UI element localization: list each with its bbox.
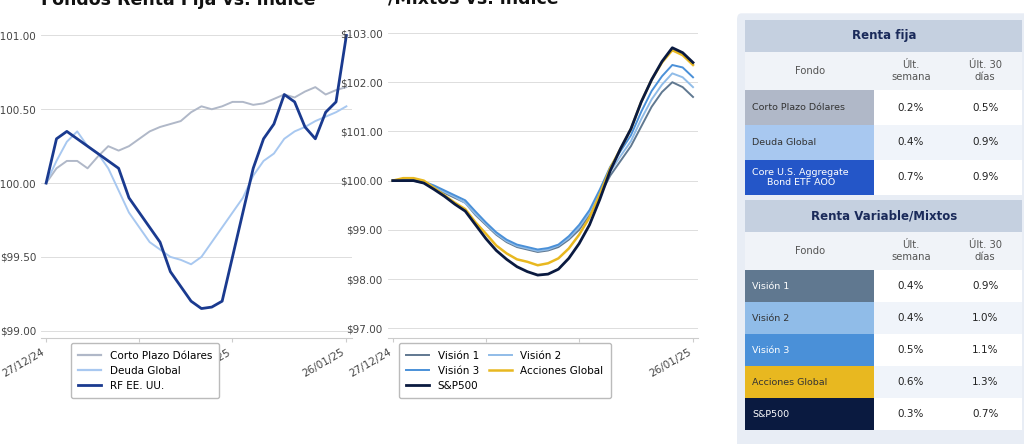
Legend: Visión 1, Visión 3, S&P500, Visión 2, Acciones Global: Visión 1, Visión 3, S&P500, Visión 2, Ac… xyxy=(399,343,611,398)
Bar xyxy=(745,302,874,334)
Bar xyxy=(948,366,1022,398)
Bar xyxy=(745,200,1022,232)
Text: 0.4%: 0.4% xyxy=(898,138,925,147)
Text: Core U.S. Aggregate
Bond ETF AOO: Core U.S. Aggregate Bond ETF AOO xyxy=(753,168,849,187)
Bar xyxy=(948,90,1022,125)
Legend: Corto Plazo Dólares, Deuda Global, RF EE. UU.: Corto Plazo Dólares, Deuda Global, RF EE… xyxy=(71,343,219,398)
Bar xyxy=(948,232,1022,270)
Bar xyxy=(745,232,874,270)
Text: Visión 1: Visión 1 xyxy=(753,282,790,291)
Text: Últ. 30
días: Últ. 30 días xyxy=(969,240,1001,262)
Bar xyxy=(745,90,874,125)
Text: Visión 3: Visión 3 xyxy=(753,346,790,355)
Text: S&P500: S&P500 xyxy=(753,410,790,419)
Bar xyxy=(874,52,948,90)
Text: 0.7%: 0.7% xyxy=(898,172,925,182)
Text: Fondos Renta Variable
/Mixtos vs. índice: Fondos Renta Variable /Mixtos vs. índice xyxy=(388,0,608,9)
Bar xyxy=(874,366,948,398)
Text: 1.3%: 1.3% xyxy=(972,377,998,387)
Text: Deuda Global: Deuda Global xyxy=(753,138,816,147)
Bar xyxy=(745,160,874,195)
Text: 0.5%: 0.5% xyxy=(898,345,925,355)
Bar xyxy=(745,398,874,430)
Text: 0.9%: 0.9% xyxy=(972,138,998,147)
Text: 0.9%: 0.9% xyxy=(972,281,998,291)
Text: Últ.
semana: Últ. semana xyxy=(891,60,931,82)
Text: 1.0%: 1.0% xyxy=(972,313,998,323)
Text: 0.7%: 0.7% xyxy=(972,409,998,419)
Text: 0.4%: 0.4% xyxy=(898,313,925,323)
Bar xyxy=(948,125,1022,160)
Text: Renta Variable/Mixtos: Renta Variable/Mixtos xyxy=(811,210,956,222)
Bar xyxy=(874,125,948,160)
Bar xyxy=(948,160,1022,195)
Text: 1.1%: 1.1% xyxy=(972,345,998,355)
Text: Fondo: Fondo xyxy=(795,246,824,256)
Bar xyxy=(874,160,948,195)
Text: Fondo: Fondo xyxy=(795,66,824,76)
Text: Acciones Global: Acciones Global xyxy=(753,378,827,387)
Bar xyxy=(874,232,948,270)
Text: Fondos Renta Fija vs. índice: Fondos Renta Fija vs. índice xyxy=(41,0,315,9)
Bar xyxy=(948,52,1022,90)
Bar xyxy=(745,125,874,160)
Bar xyxy=(874,398,948,430)
Text: 0.2%: 0.2% xyxy=(898,103,925,112)
Bar xyxy=(948,334,1022,366)
Text: 0.9%: 0.9% xyxy=(972,172,998,182)
Text: Visión 2: Visión 2 xyxy=(753,314,790,323)
Bar xyxy=(948,270,1022,302)
Text: 0.3%: 0.3% xyxy=(898,409,925,419)
Bar xyxy=(874,302,948,334)
Bar xyxy=(745,52,874,90)
Bar xyxy=(745,366,874,398)
Text: Corto Plazo Dólares: Corto Plazo Dólares xyxy=(753,103,846,112)
Text: 0.4%: 0.4% xyxy=(898,281,925,291)
Text: Últ.
semana: Últ. semana xyxy=(891,240,931,262)
Bar xyxy=(745,270,874,302)
FancyBboxPatch shape xyxy=(737,13,1024,444)
Bar xyxy=(874,334,948,366)
Bar xyxy=(745,334,874,366)
Text: Últ. 30
días: Últ. 30 días xyxy=(969,60,1001,82)
Bar xyxy=(745,20,1022,52)
Text: Renta fija: Renta fija xyxy=(852,29,916,42)
Text: 0.5%: 0.5% xyxy=(972,103,998,112)
Bar xyxy=(948,302,1022,334)
Bar xyxy=(948,398,1022,430)
Text: 0.6%: 0.6% xyxy=(898,377,925,387)
Bar xyxy=(874,90,948,125)
Bar xyxy=(874,270,948,302)
